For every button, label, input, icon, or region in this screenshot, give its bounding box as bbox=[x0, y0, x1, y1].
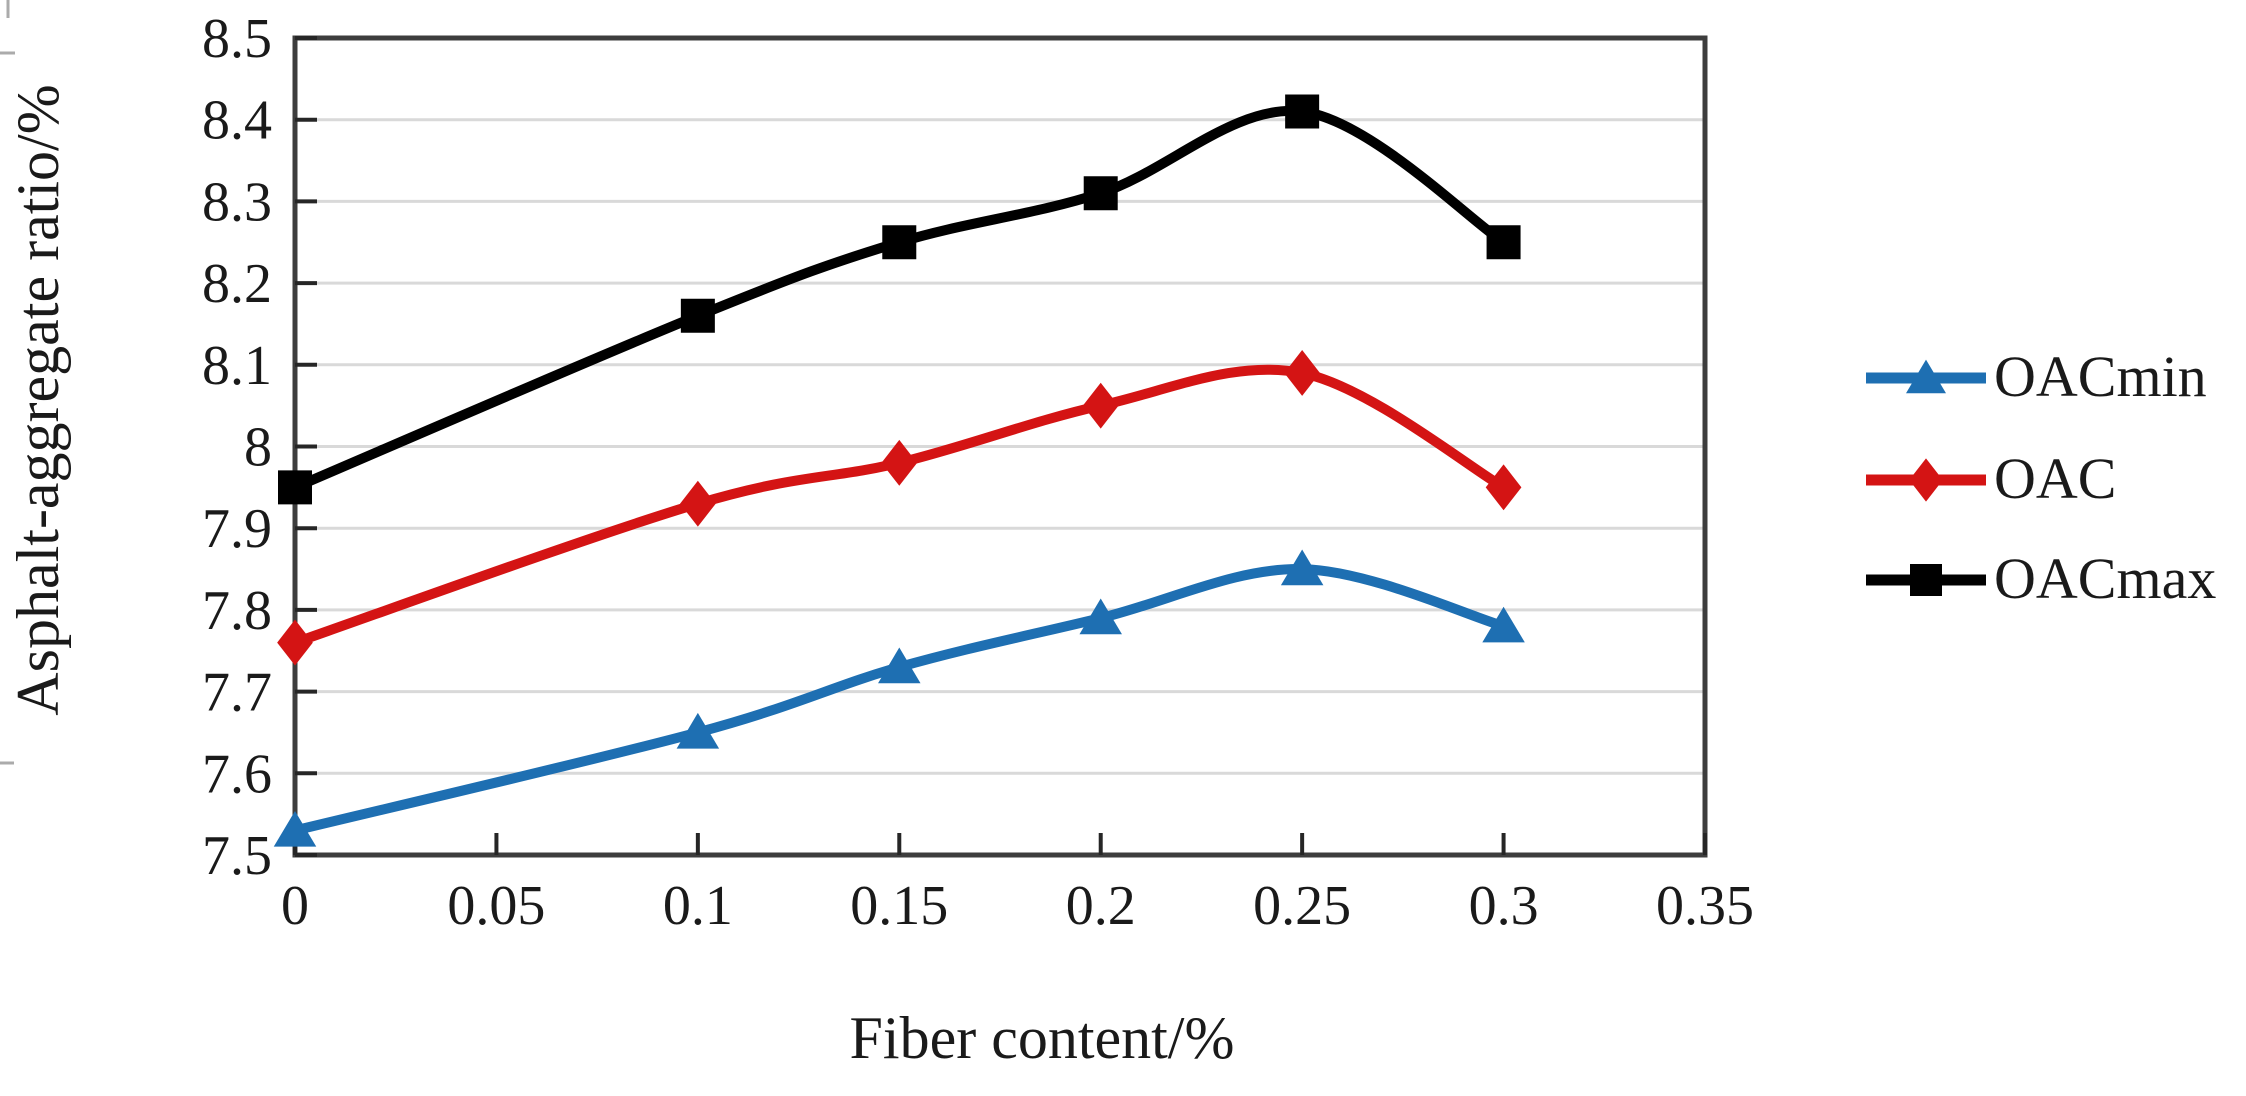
legend: OACmin OAC OACmax bbox=[1866, 344, 2216, 611]
screenshot-artifact-marks bbox=[0, 0, 15, 765]
data-point-oacmax-0.15 bbox=[882, 225, 917, 260]
data-point-oacmin-0.2 bbox=[1079, 598, 1122, 635]
legend-marker-oac-diamond-icon bbox=[1866, 458, 1986, 502]
y-tick-label: 8.4 bbox=[202, 90, 272, 152]
legend-marker bbox=[1909, 458, 1943, 502]
series-line-oacmin bbox=[290, 564, 1509, 836]
data-point-oac-0.25 bbox=[1284, 350, 1320, 396]
data-point-oacmin-0.1 bbox=[676, 712, 720, 749]
x-tick-label: 0.15 bbox=[850, 875, 948, 937]
series-oac bbox=[277, 350, 1522, 666]
legend-marker-oacmin-triangle-icon bbox=[1866, 359, 1986, 394]
y-tick-label: 7.8 bbox=[202, 580, 272, 642]
y-axis-tick-labels: 7.5 7.6 7.7 7.8 7.9 8 8.1 8.2 8.3 8.4 8.5 bbox=[202, 8, 272, 887]
legend-marker bbox=[1910, 564, 1942, 596]
axis-ticks bbox=[293, 36, 1707, 857]
legend-label-oacmax: OACmax bbox=[1994, 546, 2216, 611]
y-tick-label: 7.6 bbox=[202, 743, 272, 805]
data-point-oacmax-0.3 bbox=[1486, 225, 1521, 260]
legend-item-oacmin: OACmin bbox=[1866, 344, 2207, 409]
data-point-oacmin-0.15 bbox=[878, 647, 921, 684]
data-point-oacmin-0.3 bbox=[1482, 606, 1525, 643]
y-tick-label: 8.1 bbox=[202, 335, 272, 397]
data-point-oacmax-0.1 bbox=[680, 298, 715, 333]
data-point-oacmax-0 bbox=[278, 470, 312, 505]
data-point-oac-0.15 bbox=[881, 439, 918, 486]
x-tick-label: 0 bbox=[281, 875, 309, 937]
legend-marker-oacmax-square-icon bbox=[1866, 564, 1986, 596]
data-point-oacmin-0 bbox=[273, 810, 317, 847]
legend-label-oacmin: OACmin bbox=[1994, 344, 2207, 409]
data-point-oac-0.2 bbox=[1082, 382, 1119, 429]
x-axis-title: Fiber content/% bbox=[850, 1005, 1235, 1071]
data-point-oac-0 bbox=[277, 619, 313, 666]
y-tick-label: 8.5 bbox=[202, 8, 272, 70]
legend-label-oac: OAC bbox=[1994, 446, 2116, 511]
x-tick-label: 0.05 bbox=[447, 875, 545, 937]
series-line-oacmax bbox=[290, 105, 1509, 493]
y-tick-label: 7.7 bbox=[202, 662, 272, 724]
series-line-oac bbox=[290, 364, 1509, 648]
y-tick-label: 8 bbox=[244, 417, 272, 479]
y-tick-label: 8.2 bbox=[202, 253, 272, 315]
series-oacmin bbox=[273, 549, 1525, 847]
x-axis-tick-labels: 0 0.05 0.1 0.15 0.2 0.25 0.3 0.35 bbox=[281, 875, 1754, 937]
x-tick-label: 0.2 bbox=[1066, 875, 1136, 937]
x-tick-label: 0.3 bbox=[1469, 875, 1539, 937]
x-tick-label: 0.35 bbox=[1656, 875, 1754, 937]
data-point-oac-0.3 bbox=[1485, 464, 1522, 511]
y-tick-label: 7.9 bbox=[202, 498, 272, 560]
data-series-layer bbox=[273, 94, 1525, 847]
data-point-oacmax-0.2 bbox=[1083, 176, 1118, 211]
x-tick-label: 0.1 bbox=[663, 875, 733, 937]
legend-marker bbox=[1906, 359, 1946, 394]
y-axis-title: Asphalt-aggregate ratio/% bbox=[5, 84, 71, 715]
legend-item-oacmax: OACmax bbox=[1866, 546, 2216, 611]
data-point-oac-0.1 bbox=[680, 480, 716, 527]
y-tick-label: 8.3 bbox=[202, 171, 272, 233]
y-tick-label: 7.5 bbox=[202, 825, 272, 887]
legend-item-oac: OAC bbox=[1866, 446, 2116, 511]
data-point-oacmax-0.25 bbox=[1285, 94, 1320, 129]
series-oacmax bbox=[278, 94, 1521, 505]
x-tick-label: 0.25 bbox=[1253, 875, 1351, 937]
data-point-oacmin-0.25 bbox=[1280, 549, 1324, 586]
